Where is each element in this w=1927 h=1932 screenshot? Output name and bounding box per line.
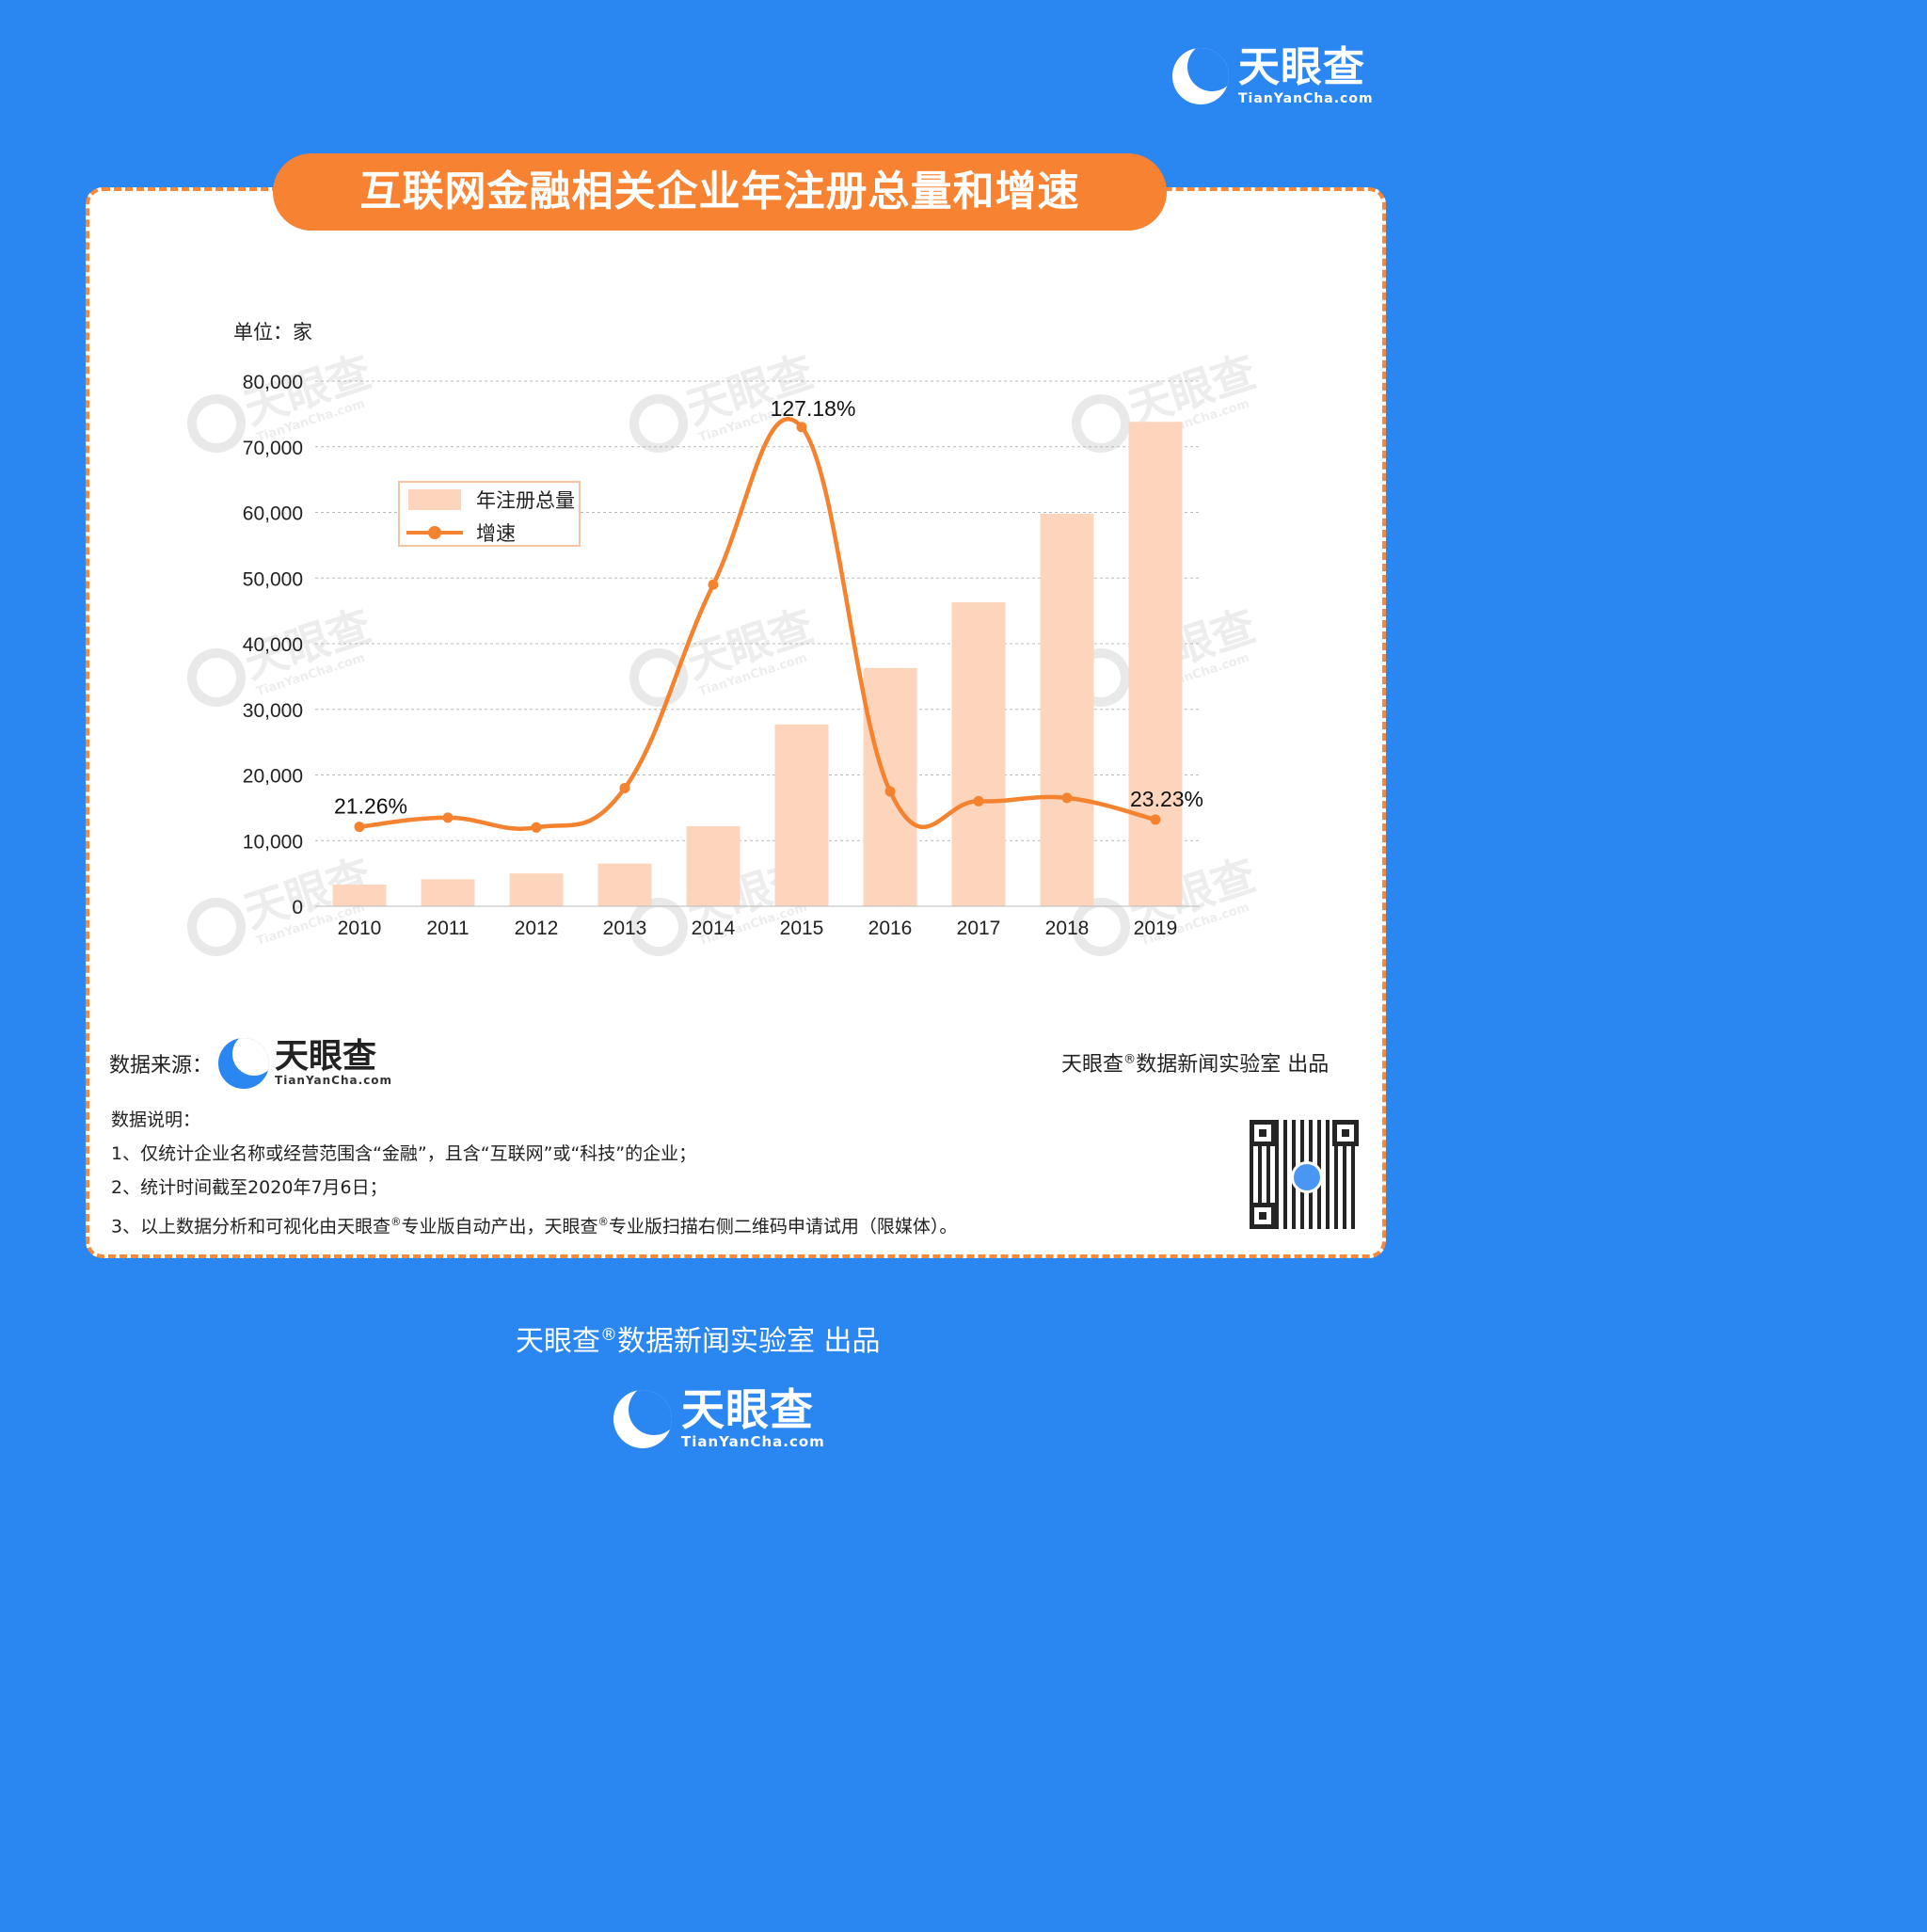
note-line-3b: 专业版自动产出，天眼查 [401,1216,598,1237]
bar-2012 [509,873,564,906]
tianyancha-logo-icon [613,1389,672,1448]
growth-point-2014 [708,579,719,590]
note-line-3a: 3、以上数据分析和可视化由天眼查 [111,1216,391,1237]
x-tick-label: 2014 [692,918,736,939]
y-tick-label: 20,000 [243,766,303,788]
bar-2018 [1040,513,1094,906]
x-tick-label: 2013 [603,918,647,939]
x-tick-label: 2018 [1045,918,1090,939]
source-logo-brand: 天眼查 [275,1037,377,1076]
legend-swatch-marker [428,526,441,539]
note-line-2: 2、统计时间截至2020年7月6日； [111,1177,388,1198]
x-tick-label: 2019 [1134,918,1178,939]
growth-point-2019 [1150,814,1161,825]
notes-heading: 数据说明： [111,1110,201,1130]
y-tick-label: 70,000 [243,438,303,459]
x-tick-label: 2011 [426,918,469,939]
note-line-1: 1、仅统计企业名称或经营范围含“金融”，且含“互联网”或“科技”的企业； [111,1143,697,1164]
legend-label-line: 增速 [476,523,516,545]
x-tick-label: 2016 [868,918,913,939]
x-tick-label: 2010 [338,918,382,939]
tianyancha-logo-bottom: 天眼查 TianYanCha.com [613,1388,825,1449]
growth-point-2011 [442,812,454,823]
source-logo-domain: TianYanCha.com [275,1074,393,1087]
tianyancha-logo-top: 天眼查 TianYanCha.com [1172,47,1374,105]
credit-card: 天眼查®数据新闻实验室 出品 [1061,1047,1329,1078]
growth-data-label: 127.18% [771,396,856,421]
source-logo-icon [218,1038,270,1089]
y-tick-label: 30,000 [243,700,303,722]
y-axis: 0 10,000 20,000 30,000 40,000 50,000 60,000 70,… [243,372,303,918]
source-logo: 天眼查 TianYanCha.com [218,1038,392,1089]
y-tick-label: 50,000 [243,568,303,590]
chart-svg: 天眼查 TianYanCha.com 010,00020,00030,00040… [0,322,1472,1035]
bar-2010 [332,884,387,906]
note-line-3c: 专业版扫描右侧二维码申请试用（限媒体）。 [608,1216,958,1237]
logo-domain-text: TianYanCha.com [1238,91,1374,106]
watermark-icon [627,599,823,717]
x-tick-label: 2012 [515,918,559,939]
growth-line-series: 21.26% 127.18% 23.23% [334,396,1203,833]
data-source: 数据来源： 天眼查 TianYanCha.com [109,1038,392,1089]
growth-point-2016 [884,786,896,797]
y-tick-label: 40,000 [243,634,303,656]
x-axis: 2010 2011 2012 2013 2014 2015 2016 2017 2018 2019 [315,905,1200,939]
x-tick-label: 2017 [957,918,1001,939]
x-tick-label: 2015 [780,918,824,939]
growth-point-2010 [354,822,365,833]
bar-2015 [774,724,829,906]
qr-code[interactable] [1250,1120,1359,1229]
chart-title: 互联网金融相关企业年注册总量和增速 [273,153,1167,231]
logo-brand-text: 天眼查 [1238,43,1365,91]
growth-point-2013 [619,782,630,793]
note-line-3: 3、以上数据分析和可视化由天眼查®专业版自动产出，天眼查®专业版扫描右侧二维码申… [111,1205,957,1243]
growth-data-label: 23.23% [1130,787,1203,811]
legend-label-bar: 年注册总量 [476,490,575,512]
logo-domain-text: TianYanCha.com [681,1433,825,1450]
y-tick-label: 0 [292,897,303,918]
credit-suffix: 数据新闻实验室 出品 [1136,1053,1330,1077]
bar-2013 [597,863,652,906]
legend-swatch-bar [408,489,461,510]
footer-credit-prefix: 天眼查 [516,1325,600,1358]
data-notes: 数据说明： 1、仅统计企业名称或经营范围含“金融”，且含“互联网”或“科技”的企… [111,1103,957,1243]
qr-logo-icon [1291,1161,1323,1193]
growth-point-2012 [531,822,542,833]
y-tick-label: 60,000 [243,503,303,525]
growth-point-2018 [1061,792,1073,804]
growth-data-label: 21.26% [334,794,407,819]
credit-footer: 天眼查®数据新闻实验室 出品 [516,1317,881,1359]
growth-point-2015 [796,422,807,433]
registered-mark: ® [600,1325,617,1345]
footer-credit-suffix: 数据新闻实验室 出品 [617,1325,881,1358]
tianyancha-logo-icon [1172,48,1229,104]
logo-brand-text: 天眼查 [681,1384,814,1435]
registered-mark: ® [597,1215,609,1228]
bar-2017 [951,602,1006,906]
bar-series [332,422,1183,906]
y-tick-label: 80,000 [243,372,303,393]
unit-label: 单位：家 [233,322,312,343]
bar-2011 [421,879,475,906]
registered-mark: ® [1123,1052,1137,1067]
watermark-icon [184,849,381,966]
y-tick-label: 10,000 [243,831,303,853]
registered-mark: ® [390,1215,402,1228]
source-label: 数据来源： [109,1054,214,1078]
growth-point-2017 [973,795,984,806]
bar-2014 [686,825,741,906]
bar-2019 [1128,422,1183,906]
credit-prefix: 天眼查 [1061,1053,1124,1077]
